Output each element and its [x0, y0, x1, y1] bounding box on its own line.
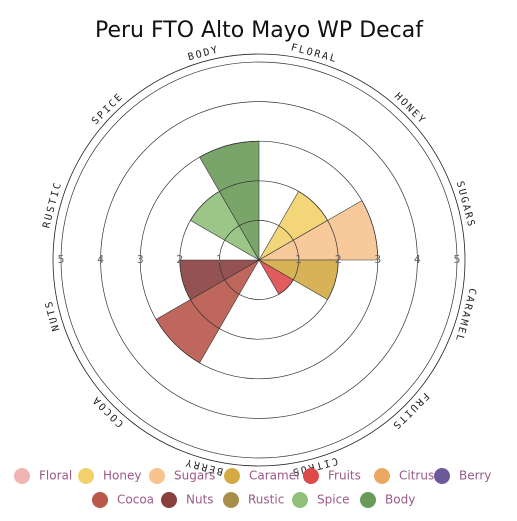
legend-label: Honey	[103, 469, 141, 483]
legend-swatch	[360, 492, 376, 508]
legend-swatch	[292, 492, 308, 508]
legend-label: Spice	[317, 493, 350, 507]
chart-title: Peru FTO Alto Mayo WP Decaf	[95, 18, 424, 43]
r-tick-label: 4	[414, 253, 421, 266]
legend-swatch	[92, 492, 108, 508]
legend-label: Body	[385, 493, 415, 507]
legend-label: Nuts	[186, 493, 214, 507]
legend-swatch	[224, 468, 240, 484]
legend-swatch	[14, 468, 30, 484]
r-tick-label: 5	[58, 253, 65, 266]
legend-swatch	[434, 468, 450, 484]
r-tick-label: 2	[335, 253, 342, 266]
axis-label: SPICE	[90, 91, 126, 127]
axis-label: NUTS	[43, 298, 62, 332]
legend-swatch	[78, 468, 94, 484]
axis-label: HONEY	[392, 91, 428, 127]
legend-swatch	[149, 468, 165, 484]
legend-swatch	[161, 492, 177, 508]
legend-label: Citrus	[399, 469, 434, 483]
grid-circle	[219, 220, 299, 300]
grid-circle	[179, 180, 339, 340]
r-tick-label: 1	[216, 253, 223, 266]
r-tick-label: 1	[295, 253, 302, 266]
r-tick-label: 2	[176, 253, 183, 266]
legend-label: Cocoa	[117, 493, 154, 507]
legend-label: Fruits	[328, 469, 361, 483]
axis-label: COCOA	[90, 393, 126, 429]
legend-swatch	[374, 468, 390, 484]
legend-label: Berry	[459, 469, 491, 483]
r-tick-label: 3	[374, 253, 381, 266]
outer-ring	[52, 53, 466, 467]
grid-circle	[139, 140, 379, 380]
grid-circle	[100, 101, 418, 419]
legend-swatch	[303, 468, 319, 484]
legend-label: Caramel	[249, 469, 299, 483]
legend-label: Sugars	[174, 469, 215, 483]
axis-label: CARAMEL	[453, 287, 478, 344]
legend-swatch	[223, 492, 239, 508]
axis-label: BODY	[187, 44, 221, 63]
legend-label: Rustic	[248, 493, 284, 507]
axis-label: FRUITS	[389, 390, 431, 432]
r-tick-label: 3	[137, 253, 144, 266]
r-tick-label: 5	[454, 253, 461, 266]
grid-circle	[60, 61, 458, 459]
legend-label: Floral	[39, 469, 72, 483]
r-tick-label: 4	[97, 253, 104, 266]
